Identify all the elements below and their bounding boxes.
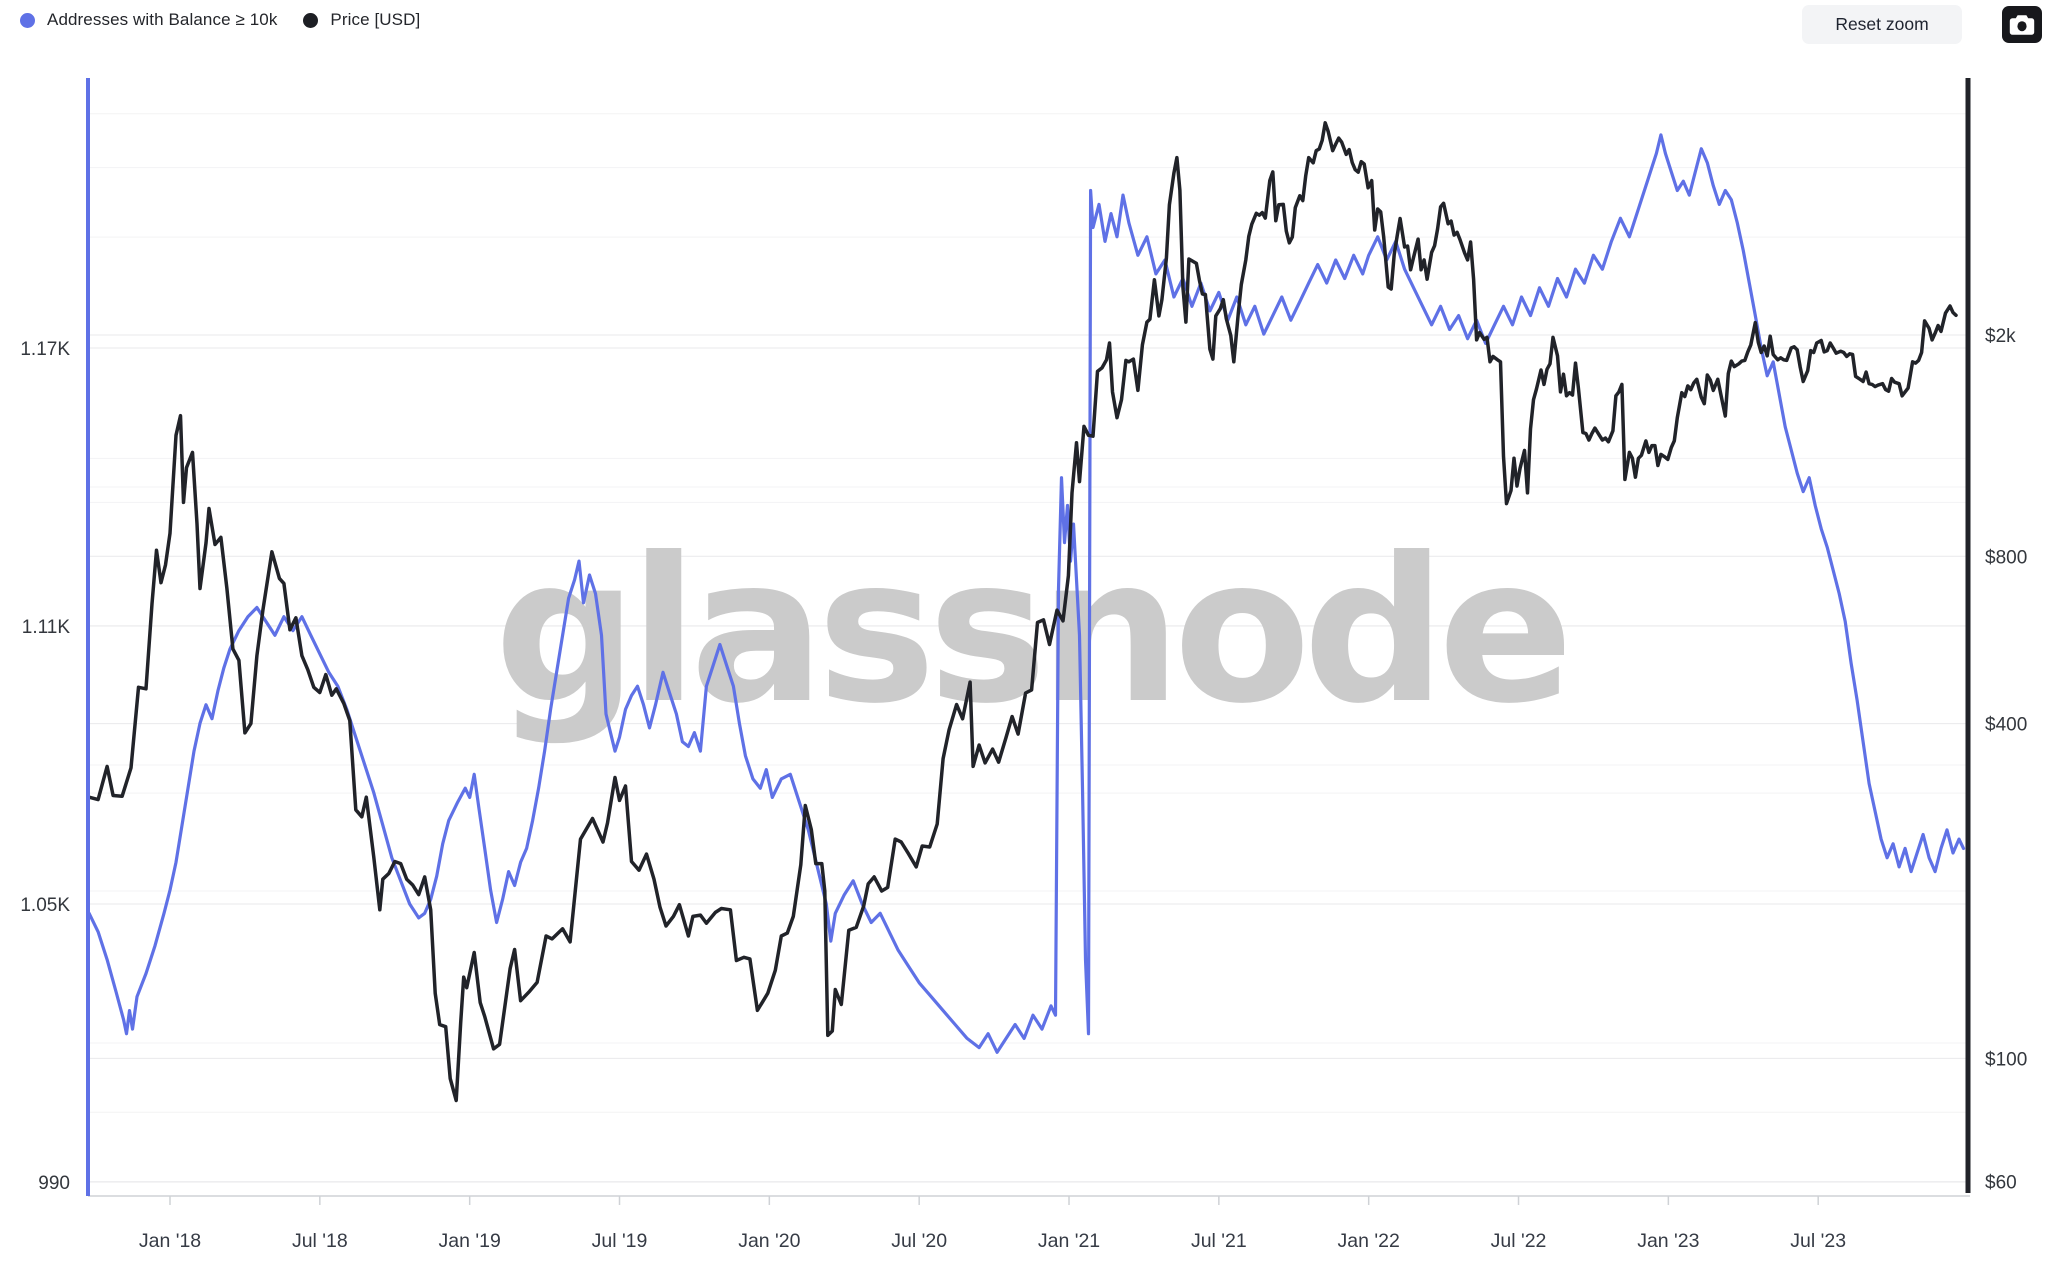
x-axis-label: Jan '18 bbox=[139, 1230, 201, 1252]
left-axis-label: 1.17K bbox=[20, 339, 70, 360]
legend-label-price: Price [USD] bbox=[330, 10, 421, 29]
series-line-addresses[interactable] bbox=[87, 133, 1966, 1054]
x-axis-label: Jan '20 bbox=[738, 1230, 800, 1252]
right-axis-label: $60 bbox=[1985, 1173, 2017, 1194]
camera-button[interactable] bbox=[2002, 6, 2042, 43]
series-line-price[interactable] bbox=[87, 121, 1958, 1103]
x-axis-label: Jul '18 bbox=[292, 1230, 348, 1252]
reset-zoom-button[interactable]: Reset zoom bbox=[1802, 5, 1962, 44]
x-axis-label: Jan '22 bbox=[1338, 1230, 1400, 1252]
x-axis-label: Jan '23 bbox=[1637, 1230, 1699, 1252]
x-axis-label: Jul '19 bbox=[592, 1230, 648, 1252]
right-axis-label: $400 bbox=[1985, 715, 2027, 736]
legend-item-price[interactable]: Price [USD] bbox=[303, 10, 420, 30]
x-axis-label: Jan '19 bbox=[439, 1230, 501, 1252]
chart-toolbar: Addresses with Balance ≥ 10k Price [USD]… bbox=[0, 0, 2061, 48]
camera-icon bbox=[2009, 14, 2035, 35]
right-axis-label: $800 bbox=[1985, 547, 2027, 568]
legend-item-addresses[interactable]: Addresses with Balance ≥ 10k bbox=[20, 10, 277, 30]
x-axis-label: Jan '21 bbox=[1038, 1230, 1100, 1252]
legend: Addresses with Balance ≥ 10k Price [USD] bbox=[20, 10, 420, 30]
left-axis-label: 1.11K bbox=[22, 617, 71, 638]
left-axis-label: 1.05K bbox=[20, 895, 70, 916]
series-marker-addresses-icon bbox=[20, 12, 35, 28]
left-axis-label: 990 bbox=[38, 1173, 70, 1194]
right-axis-label: $2k bbox=[1985, 326, 2016, 347]
right-axis-label: $100 bbox=[1985, 1049, 2027, 1070]
x-axis-label: Jul '22 bbox=[1491, 1230, 1547, 1252]
legend-label-addresses: Addresses with Balance ≥ 10k bbox=[47, 10, 278, 29]
x-axis-label: Jul '20 bbox=[891, 1230, 947, 1252]
watermark-text: glassnode bbox=[494, 515, 1565, 748]
x-axis-label: Jul '21 bbox=[1191, 1230, 1247, 1252]
series-marker-price-icon bbox=[303, 12, 319, 28]
x-axis-label: Jul '23 bbox=[1790, 1230, 1846, 1252]
